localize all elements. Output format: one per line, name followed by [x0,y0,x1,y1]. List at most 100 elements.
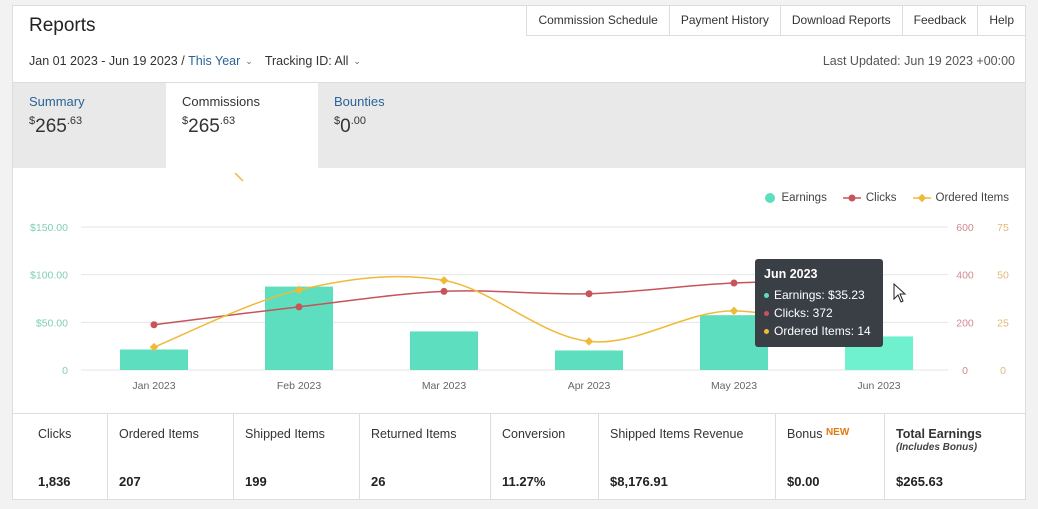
filter-bar: Jan 01 2023 - Jun 19 2023 / This Year ⌄ … [29,54,373,68]
tab-commissions[interactable]: Commissions $265.63 [166,83,318,173]
ordered-axis-tick: 25 [997,317,1009,329]
reports-panel: Reports Commission Schedule Payment Hist… [12,5,1026,500]
earnings-bar [555,350,623,370]
earnings-bar [265,286,333,370]
ordered-items-point [149,342,159,352]
tab-value: $265.63 [182,115,236,137]
clicks-axis-tick: 200 [956,317,974,329]
commission-schedule-link[interactable]: Commission Schedule [527,6,670,35]
stat-label: Conversion [502,427,566,441]
period-dropdown[interactable]: This Year [188,54,241,68]
stat-value: 11.27% [502,474,546,489]
stat-returned-items: Returned Items 26 [360,414,491,499]
x-axis-label: Mar 2023 [422,380,467,392]
x-axis-label: Feb 2023 [277,380,322,392]
stat-bonus: Bonus NEW $0.00 [776,414,885,499]
stat-label: Clicks [38,427,72,441]
stat-label: Returned Items [371,427,457,441]
stat-label: Ordered Items [119,427,199,441]
stat-label: Shipped Items [245,427,325,441]
stat-value: $0.00 [787,474,820,489]
mouse-cursor-icon [893,283,907,303]
clicks-point [150,321,158,329]
ordered-items-line [153,275,880,348]
tab-summary[interactable]: Summary $265.63 [13,83,165,169]
stat-total-earnings: Total Earnings (Includes Bonus) $265.63 [885,414,1025,499]
page-title: Reports [29,15,96,36]
tab-value: $0.00 [334,115,366,137]
legend-ordered-swatch [912,193,931,203]
stat-value: 26 [371,474,386,489]
stat-sublabel: (Includes Bonus) [896,442,978,453]
clicks-point [585,290,593,298]
chevron-down-icon[interactable]: ⌄ [353,55,361,66]
clicks-axis-tick: 400 [956,270,974,282]
stat-value: 207 [119,474,141,489]
tab-label: Summary [29,94,85,109]
x-axis-label: Jun 2023 [857,380,900,392]
tooltip-clicks: Clicks: 372 [764,304,874,322]
stat-conversion: Conversion 11.27% [491,414,599,499]
clicks-point [730,279,738,287]
left-axis-tick: 0 [62,365,68,377]
left-axis-tick: $50.00 [36,317,68,329]
clicks-axis-tick: 600 [956,222,974,234]
ordered-items-point [729,306,739,316]
legend-earnings[interactable]: Earnings [765,192,827,204]
download-reports-link[interactable]: Download Reports [781,6,903,35]
earnings-bar [410,331,478,370]
top-nav: Commission Schedule Payment History Down… [526,6,1025,36]
stat-value: $8,176.91 [610,474,668,489]
left-axis-tick: $150.00 [30,222,68,234]
payment-history-link[interactable]: Payment History [670,6,781,35]
tab-label: Bounties [334,94,385,109]
report-tabs: Summary $265.63 Commissions $265.63 Boun… [13,82,1025,173]
stat-shipped-revenue: Shipped Items Revenue $8,176.91 [599,414,776,499]
ordered-items-point [584,337,594,346]
legend-ordered-label: Ordered Items [935,192,1010,204]
x-axis-label: May 2023 [711,380,757,392]
stat-shipped-items: Shipped Items 199 [234,414,360,499]
tracking-id-dropdown[interactable]: Tracking ID: All [264,54,349,68]
stat-value: 1,836 [38,474,71,489]
legend-earnings-swatch [765,193,776,203]
x-axis-label: Jan 2023 [132,380,175,392]
ordered-axis-tick: 75 [997,222,1009,234]
summary-stats: Clicks 1,836 Ordered Items 207 Shipped I… [13,413,1025,499]
tab-value: $265.63 [29,115,83,137]
stat-label: Shipped Items Revenue [610,427,744,441]
feedback-link[interactable]: Feedback [903,6,979,35]
tab-label: Commissions [182,94,261,109]
clicks-axis-tick: 0 [962,365,968,377]
tooltip-title: Jun 2023 [764,267,818,281]
legend-ordered-items[interactable]: Ordered Items [912,192,1010,204]
chart-legend: Earnings Clicks Ordered Items [749,192,1009,204]
tooltip-earnings: Earnings: $35.23 [764,286,874,304]
legend-earnings-label: Earnings [781,192,827,204]
ordered-items-point [294,285,304,295]
stat-label: Bonus NEW [787,427,850,441]
earnings-chart: 0 $50.00 $100.00 $150.00 0 200 400 600 0 25 50 75 Ja… [13,168,1025,413]
clicks-line [153,280,880,326]
chart-tooltip: Jun 2023 Earnings: $35.23 Clicks: 372 Or… [755,259,883,347]
left-axis-tick: $100.00 [30,270,68,282]
tooltip-ordered: Ordered Items: 14 [764,322,874,340]
chevron-down-icon[interactable]: ⌄ [245,55,253,66]
legend-clicks-swatch [842,194,861,202]
clicks-point [295,303,303,311]
x-axis-label: Apr 2023 [568,380,611,392]
stat-value: 199 [245,474,267,489]
new-badge: NEW [825,427,850,438]
tab-bounties[interactable]: Bounties $0.00 [318,83,470,169]
stat-ordered-items: Ordered Items 207 [108,414,234,499]
earnings-bar [120,349,188,370]
last-updated: Last Updated: Jun 19 2023 +00:00 [822,54,1015,68]
legend-clicks[interactable]: Clicks [842,192,897,204]
ordered-axis-tick: 0 [1000,365,1006,377]
tab-pointer-mark [234,172,244,182]
stat-label: Total Earnings (Includes Bonus) [896,427,1015,453]
date-range: Jan 01 2023 - Jun 19 2023 / [29,54,189,68]
help-link[interactable]: Help [989,13,1014,27]
legend-clicks-label: Clicks [865,192,897,204]
stat-value: $265.63 [896,474,943,489]
